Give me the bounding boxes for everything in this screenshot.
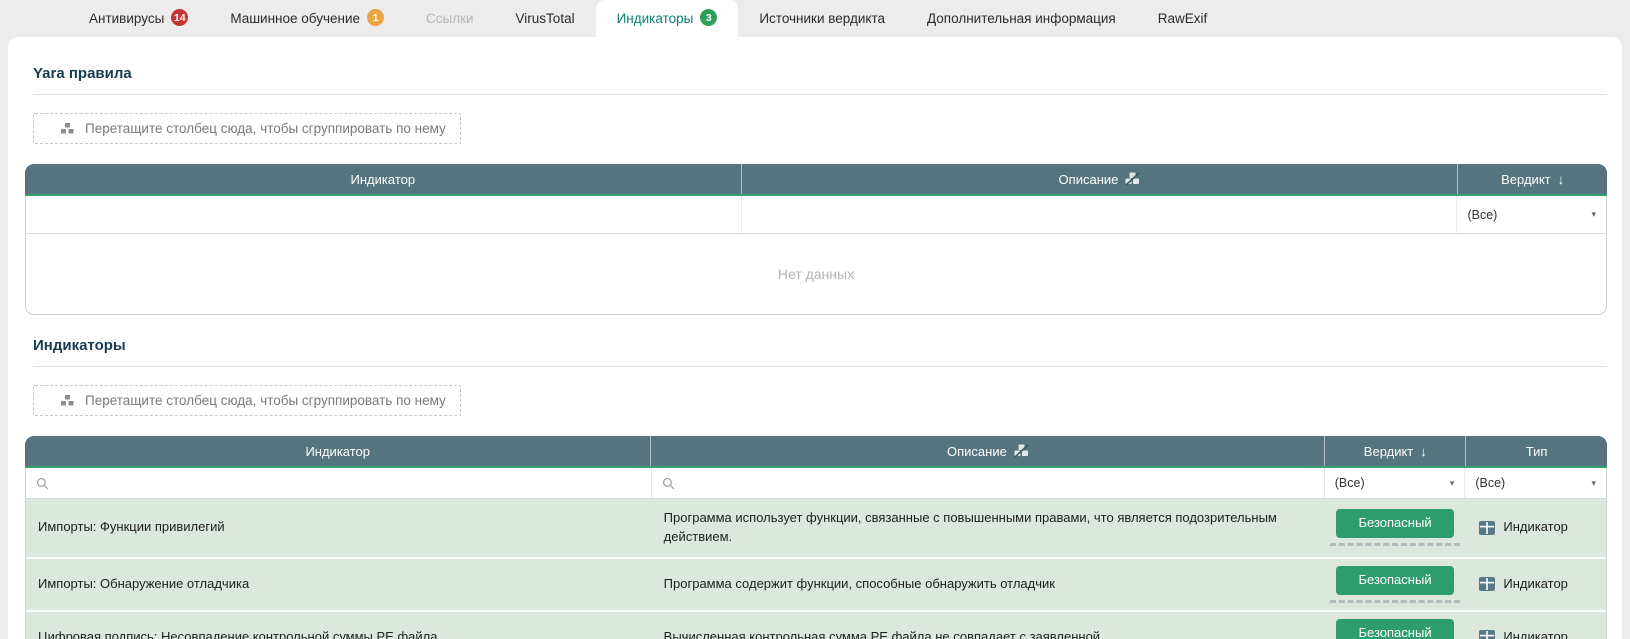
yara-description-filter-cell: [742, 196, 1458, 233]
yara-verdict-filter-dropdown[interactable]: (Все) ▾: [1467, 207, 1596, 222]
section-divider: [33, 94, 1607, 95]
tab-label: Антивирусы: [89, 11, 165, 26]
tab-antivirus[interactable]: Антивирусы 14: [68, 0, 209, 37]
yara-table: Индикатор Описание Вердикт ↓ (Все): [25, 164, 1607, 315]
section-divider: [33, 366, 1607, 367]
table-row[interactable]: Импорты: Функции привилегий Программа ис…: [26, 499, 1606, 559]
verdict-dashes-decoration: [1330, 599, 1461, 603]
dropdown-arrow-icon: ▾: [1591, 209, 1596, 219]
count-badge: 3: [700, 9, 718, 26]
table-row[interactable]: Импорты: Обнаружение отладчика Программа…: [26, 558, 1606, 612]
description-filter-cell: [652, 468, 1325, 498]
indicators-filter-row: (Все) ▾ (Все) ▾: [26, 468, 1606, 499]
indicator-cell: Импорты: Функции привилегий: [38, 519, 225, 535]
tab-label: Ссылки: [426, 11, 474, 26]
verdict-filter-dropdown[interactable]: (Все) ▾: [1334, 476, 1455, 490]
description-cell: Вычисленная контрольная сумма PE файла н…: [663, 628, 1104, 639]
indicators-table-header: Индикатор Описание Вердикт ↓ Тип: [25, 436, 1607, 468]
verdict-badge: Безопасный: [1336, 618, 1455, 639]
verdict-cell: Безопасный: [1325, 499, 1466, 557]
tab-label: RawExif: [1157, 11, 1208, 26]
indicators-table: Индикатор Описание Вердикт ↓ Тип: [25, 436, 1607, 639]
yara-group-by-dropzone[interactable]: Перетащите столбец сюда, чтобы сгруппиро…: [33, 113, 461, 144]
indicator-filter-cell: [26, 468, 652, 498]
column-header-verdict[interactable]: Вердикт ↓: [1458, 164, 1607, 194]
indicators-panel: Yara правила Перетащите столбец сюда, чт…: [8, 37, 1622, 639]
tab-label: Источники вердикта: [759, 11, 885, 26]
tab-label: Машинное обучение: [230, 11, 361, 26]
tab-rawexif[interactable]: RawExif: [1137, 0, 1229, 37]
indicators-table-body: (Все) ▾ (Все) ▾ Импорты: Функции привиле…: [25, 468, 1607, 639]
tab-additional-info[interactable]: Дополнительная информация: [906, 0, 1137, 37]
search-icon: [662, 477, 675, 490]
description-search-input[interactable]: [680, 475, 1314, 491]
yara-table-body: (Все) ▾ Нет данных: [25, 196, 1607, 315]
column-header-description[interactable]: Описание: [741, 164, 1459, 194]
verdict-cell: Безопасный: [1325, 612, 1466, 639]
type-label: Индикатор: [1503, 575, 1568, 591]
dropdown-arrow-icon: ▾: [1449, 477, 1455, 488]
tab-virustotal[interactable]: VirusTotal: [495, 0, 596, 37]
table-row[interactable]: Цифровая подпись: Несовпадение контрольн…: [26, 611, 1606, 639]
tab-links: Ссылки: [405, 0, 495, 37]
count-badge: 14: [171, 9, 189, 26]
type-cell: Индикатор: [1465, 559, 1606, 610]
group-hint-text: Перетащите столбец сюда, чтобы сгруппиро…: [85, 121, 446, 136]
sort-descending-icon: ↓: [1420, 443, 1427, 459]
yara-indicator-filter-cell: [26, 196, 742, 233]
type-label: Индикатор: [1503, 519, 1568, 535]
indicator-search-input[interactable]: [55, 475, 641, 491]
tab-label: VirusTotal: [515, 11, 575, 26]
type-label: Индикатор: [1503, 628, 1568, 639]
group-hint-text: Перетащите столбец сюда, чтобы сгруппиро…: [85, 393, 446, 408]
indicator-type-icon: [1479, 520, 1496, 535]
yara-empty-state: Нет данных: [777, 266, 855, 282]
type-filter-cell: (Все) ▾: [1465, 468, 1606, 498]
count-badge: 1: [367, 9, 385, 26]
no-drag-icon: [1014, 444, 1029, 458]
verdict-badge: Безопасный: [1336, 509, 1455, 539]
tab-bar: Антивирусы 14 Машинное обучение 1 Ссылки…: [0, 0, 1630, 37]
verdict-dashes-decoration: [1330, 543, 1461, 547]
verdict-cell: Безопасный: [1325, 559, 1466, 610]
indicator-type-icon: [1479, 629, 1496, 639]
dropdown-arrow-icon: ▾: [1591, 477, 1596, 488]
yara-filter-row: (Все) ▾: [26, 196, 1606, 234]
no-drag-icon: [1125, 172, 1140, 186]
column-header-description[interactable]: Описание: [651, 436, 1326, 466]
sort-descending-icon: ↓: [1557, 171, 1565, 187]
indicators-section-title: Индикаторы: [33, 337, 126, 354]
search-icon: [36, 477, 49, 490]
tab-machine-learning[interactable]: Машинное обучение 1: [209, 0, 405, 37]
yara-section-title: Yara правила: [33, 65, 132, 82]
verdict-filter-cell: (Все) ▾: [1325, 468, 1466, 498]
group-by-icon: [60, 393, 75, 408]
type-cell: Индикатор: [1465, 612, 1606, 639]
column-header-indicator[interactable]: Индикатор: [25, 436, 652, 466]
tab-label: Индикаторы: [616, 11, 694, 26]
description-cell: Программа содержит функции, способные об…: [663, 575, 1055, 591]
column-header-verdict[interactable]: Вердикт ↓: [1325, 436, 1467, 466]
column-header-indicator[interactable]: Индикатор: [25, 164, 742, 194]
indicator-cell: Импорты: Обнаружение отладчика: [38, 575, 250, 591]
indicator-cell: Цифровая подпись: Несовпадение контрольн…: [38, 628, 438, 639]
yara-table-header: Индикатор Описание Вердикт ↓: [25, 164, 1607, 196]
column-header-type[interactable]: Тип: [1466, 436, 1607, 466]
indicators-group-by-dropzone[interactable]: Перетащите столбец сюда, чтобы сгруппиро…: [33, 385, 461, 416]
yara-verdict-filter-cell: (Все) ▾: [1457, 196, 1606, 233]
type-filter-dropdown[interactable]: (Все) ▾: [1475, 476, 1596, 490]
description-cell: Программа использует функции, связанные …: [663, 510, 1277, 544]
tab-label: Дополнительная информация: [927, 11, 1116, 26]
tab-indicators[interactable]: Индикаторы 3: [595, 0, 739, 37]
indicator-type-icon: [1479, 577, 1496, 592]
group-by-icon: [60, 121, 75, 136]
tab-verdict-sources[interactable]: Источники вердикта: [738, 0, 906, 37]
type-cell: Индикатор: [1465, 499, 1606, 557]
verdict-badge: Безопасный: [1336, 565, 1455, 595]
